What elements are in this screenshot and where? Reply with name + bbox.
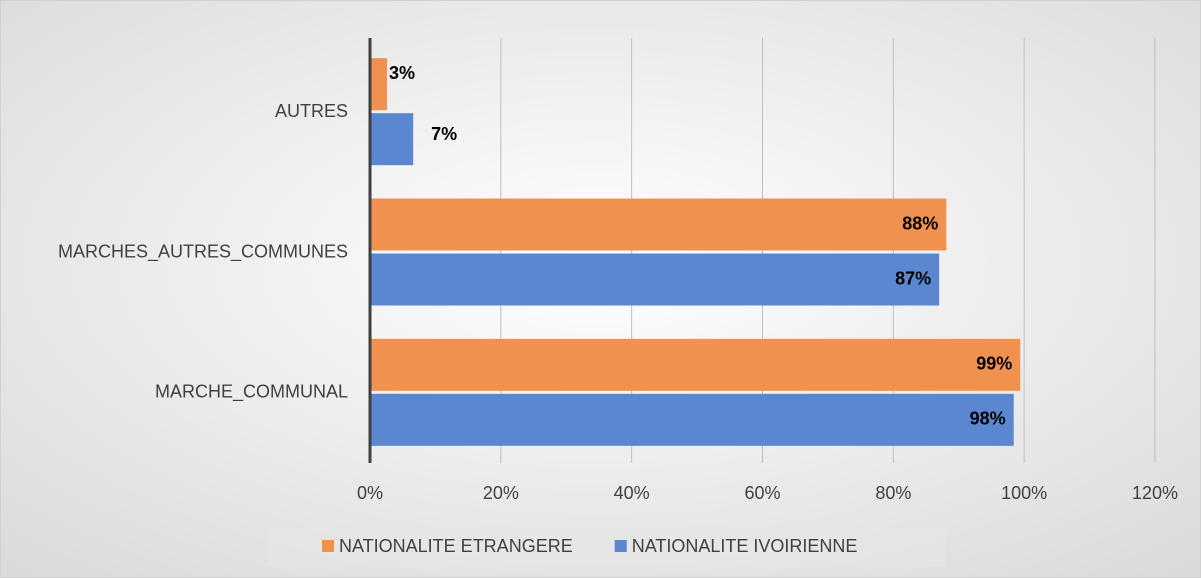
legend-label: NATIONALITE ETRANGERE: [339, 536, 573, 556]
bar: [370, 338, 1021, 391]
value-label: 98%: [970, 409, 1006, 429]
legend-box: [268, 528, 945, 566]
bar: [370, 198, 947, 251]
x-tick-label: 40%: [614, 483, 650, 503]
value-label: 7%: [431, 124, 457, 144]
x-tick-label: 80%: [875, 483, 911, 503]
value-label: 3%: [389, 63, 415, 83]
legend-label: NATIONALITE IVOIRIENNE: [632, 536, 858, 556]
bar: [370, 58, 388, 111]
bar: [370, 113, 414, 166]
x-tick-label: 120%: [1132, 483, 1178, 503]
y-tick-label: MARCHE_COMMUNAL: [155, 382, 348, 403]
bar: [370, 393, 1014, 446]
x-tick-label: 60%: [744, 483, 780, 503]
y-tick-label: AUTRES: [275, 101, 348, 121]
legend-swatch: [614, 540, 627, 552]
y-tick-label: MARCHES_AUTRES_COMMUNES: [58, 241, 348, 262]
value-label: 88%: [902, 213, 938, 233]
bar: [370, 253, 940, 306]
x-tick-label: 0%: [357, 483, 383, 503]
x-tick-label: 20%: [483, 483, 519, 503]
value-label: 87%: [895, 268, 931, 288]
legend-swatch: [322, 540, 334, 552]
value-label: 99%: [976, 354, 1012, 374]
x-tick-label: 100%: [1001, 483, 1047, 503]
